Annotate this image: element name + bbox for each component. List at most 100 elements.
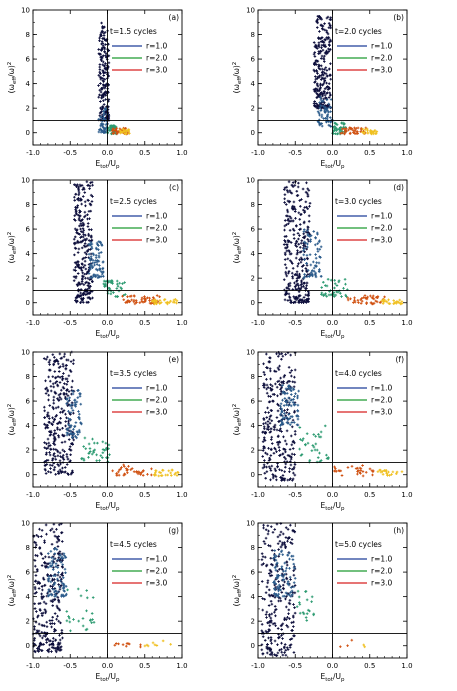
data-point: [265, 470, 269, 473]
data-point: [293, 441, 296, 445]
data-point: [40, 529, 44, 532]
data-point: [295, 245, 299, 248]
data-point: [364, 126, 368, 130]
data-point: [53, 628, 56, 631]
data-point: [332, 291, 336, 294]
data-point: [290, 260, 293, 264]
data-point: [382, 298, 386, 301]
data-point: [263, 427, 266, 431]
data-point: [358, 466, 362, 470]
data-point: [56, 383, 59, 387]
data-point: [52, 574, 56, 577]
data-point: [50, 625, 53, 629]
data-point: [61, 456, 65, 460]
data-point: [58, 575, 62, 579]
data-point: [283, 298, 287, 302]
data-point: [93, 263, 96, 267]
data-point: [82, 244, 86, 247]
legend-label: r=2.0: [371, 567, 393, 576]
data-point: [138, 471, 142, 474]
data-point: [280, 591, 284, 594]
time-label: t=3.5 cycles: [110, 369, 157, 378]
data-point: [264, 421, 268, 425]
data-point: [87, 252, 91, 256]
data-point: [97, 240, 101, 243]
data-point: [284, 526, 288, 529]
data-point: [288, 298, 292, 302]
x-axis-label: Etot/Up: [96, 329, 120, 340]
data-point: [36, 649, 40, 652]
data-point: [329, 110, 332, 113]
data-point: [78, 417, 81, 421]
data-point: [62, 583, 65, 586]
data-point: [56, 422, 59, 425]
data-point: [61, 365, 65, 368]
data-point: [285, 274, 289, 278]
data-point: [322, 92, 326, 95]
x-tick-label: -1.0: [251, 491, 265, 499]
data-point: [291, 205, 294, 209]
data-point: [337, 280, 341, 284]
data-point: [111, 280, 114, 284]
data-point: [46, 437, 50, 441]
data-point: [43, 446, 47, 450]
data-point: [67, 390, 71, 393]
data-point: [79, 227, 82, 231]
data-point: [51, 568, 55, 571]
data-point: [313, 51, 317, 54]
data-point: [278, 552, 281, 556]
panel-label: (f): [396, 355, 405, 364]
data-point: [68, 424, 72, 427]
x-tick-label: 0.0: [102, 491, 113, 499]
data-point: [86, 250, 89, 253]
data-point: [294, 256, 298, 260]
data-point: [297, 595, 301, 599]
data-point: [61, 563, 65, 567]
data-point: [296, 297, 299, 300]
data-point: [263, 432, 267, 435]
x-axis-label: Etot/Up: [321, 672, 345, 683]
data-point: [71, 443, 74, 446]
data-point: [285, 400, 288, 404]
data-point: [360, 128, 363, 131]
data-point: [345, 295, 348, 298]
legend-label: r=2.0: [146, 54, 168, 63]
data-point: [326, 32, 330, 36]
data-point: [283, 573, 286, 576]
data-point: [283, 219, 287, 222]
data-point: [61, 571, 64, 575]
data-point: [262, 463, 266, 467]
data-point: [92, 273, 96, 276]
data-point: [323, 68, 326, 71]
data-point: [278, 468, 281, 471]
y-tick-label: 2: [26, 275, 30, 283]
data-point: [269, 383, 272, 386]
data-point: [272, 451, 276, 455]
data-point: [118, 468, 121, 472]
data-point: [90, 621, 93, 625]
x-axis-label: Etot/Up: [321, 501, 345, 512]
data-point: [77, 186, 80, 190]
data-point: [327, 50, 331, 53]
data-point: [90, 228, 93, 232]
data-point: [322, 58, 326, 61]
y-tick-label: 6: [26, 569, 31, 577]
data-point: [95, 263, 99, 266]
data-point: [140, 300, 144, 303]
data-point: [353, 298, 356, 302]
data-point: [85, 589, 89, 592]
data-point: [287, 270, 291, 273]
data-point: [62, 434, 66, 437]
data-point: [315, 70, 319, 74]
data-point: [291, 478, 294, 482]
data-point: [375, 130, 379, 133]
data-point: [138, 301, 142, 304]
data-point: [291, 400, 295, 404]
data-point: [327, 47, 330, 51]
data-point: [314, 275, 318, 279]
legend-label: r=1.0: [146, 42, 168, 51]
data-point: [344, 282, 347, 286]
data-point: [313, 55, 317, 58]
data-point: [77, 428, 81, 432]
data-point: [284, 591, 288, 595]
